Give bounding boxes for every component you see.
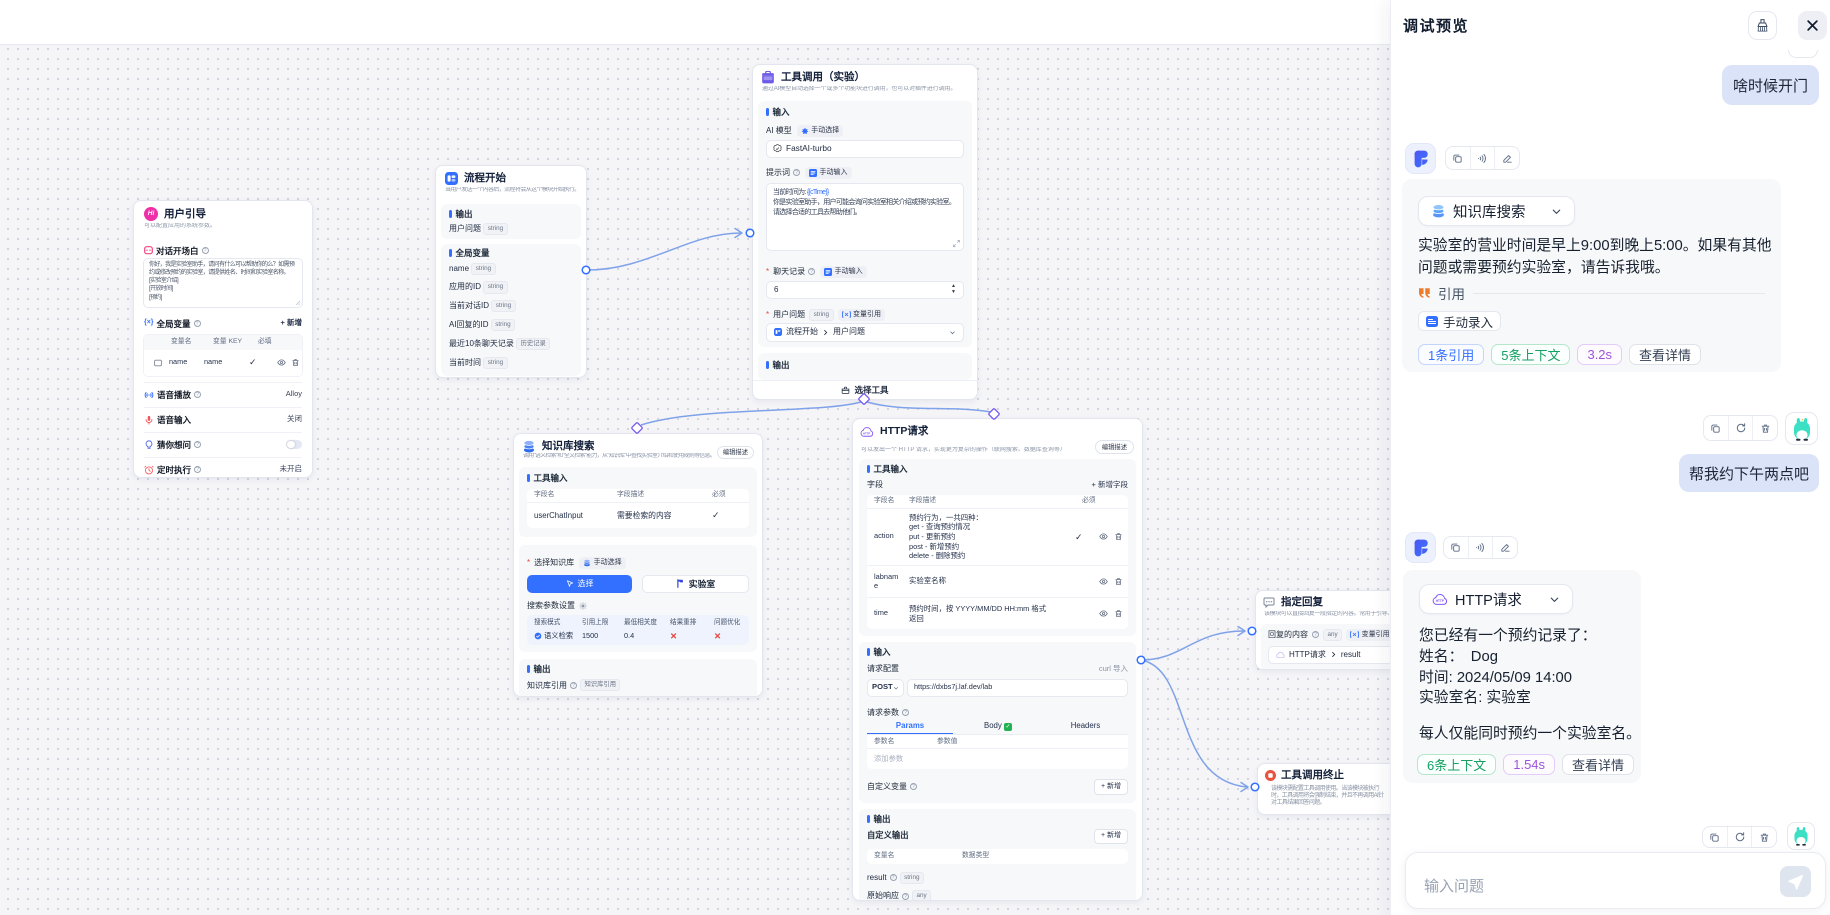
svg-text:HTTP: HTTP	[1436, 599, 1444, 603]
svg-text:HTTP: HTTP	[863, 431, 870, 435]
